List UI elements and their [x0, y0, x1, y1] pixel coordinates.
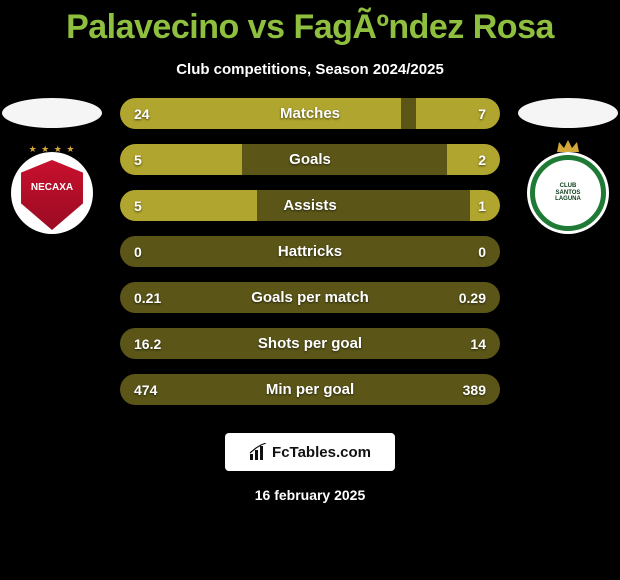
- stat-label: Goals: [120, 151, 500, 168]
- page-title: Palavecino vs FagÃºndez Rosa: [0, 0, 620, 47]
- left-side: ★ ★ ★ ★ NECAXA: [2, 98, 102, 234]
- player-silhouette-right: [518, 98, 618, 128]
- stat-bar: 16.214Shots per goal: [120, 328, 500, 359]
- stat-bar: 247Matches: [120, 98, 500, 129]
- team-badge-left: ★ ★ ★ ★ NECAXA: [11, 152, 93, 234]
- stat-bar: 00Hattricks: [120, 236, 500, 267]
- comparison-panel: ★ ★ ★ ★ NECAXA 247Matches 52Goals 51Assist…: [0, 98, 620, 405]
- player-silhouette-left: [2, 98, 102, 128]
- stat-bar: 0.210.29Goals per match: [120, 282, 500, 313]
- stats-bars: 247Matches 52Goals 51Assists 00Hattricks 0.2…: [120, 98, 500, 405]
- stat-label: Shots per goal: [120, 335, 500, 352]
- date-label: 16 february 2025: [0, 487, 620, 503]
- badge-inner: CLUBSANTOSLAGUNA: [541, 166, 595, 220]
- team-name-right: CLUBSANTOSLAGUNA: [555, 183, 581, 203]
- stat-label: Hattricks: [120, 243, 500, 260]
- crown-icon: [555, 138, 581, 152]
- subtitle: Club competitions, Season 2024/2025: [0, 61, 620, 78]
- logo-text: FcTables.com: [272, 444, 371, 461]
- team-badge-right: CLUBSANTOSLAGUNA: [527, 152, 609, 234]
- team-name-left: NECAXA: [31, 182, 73, 193]
- stat-label: Matches: [120, 105, 500, 122]
- stat-label: Goals per match: [120, 289, 500, 306]
- stat-label: Min per goal: [120, 381, 500, 398]
- stat-label: Assists: [120, 197, 500, 214]
- stat-bar: 52Goals: [120, 144, 500, 175]
- stars-icon: ★ ★ ★ ★: [29, 144, 76, 155]
- stat-bar: 51Assists: [120, 190, 500, 221]
- chart-icon: [249, 443, 267, 461]
- stat-bar: 474389Min per goal: [120, 374, 500, 405]
- site-logo[interactable]: FcTables.com: [225, 433, 395, 471]
- right-side: CLUBSANTOSLAGUNA: [518, 98, 618, 234]
